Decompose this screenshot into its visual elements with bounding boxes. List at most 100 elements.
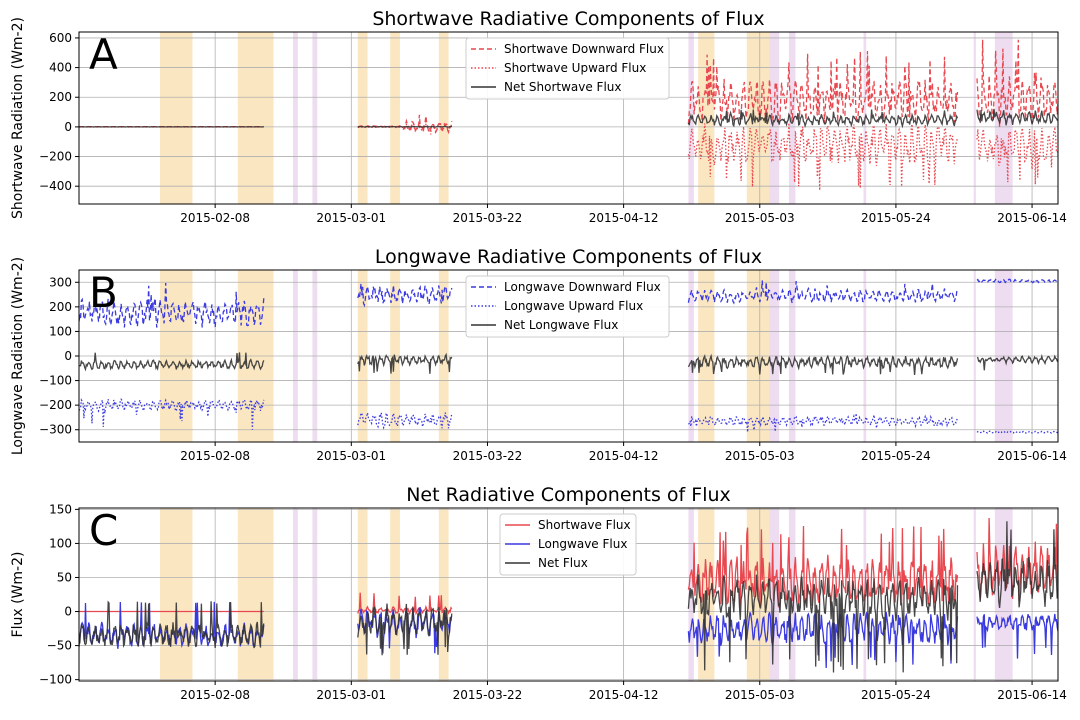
y-axis-label: Shortwave Radiation (Wm-2) bbox=[10, 17, 26, 219]
legend-label: Shortwave Downward Flux bbox=[504, 42, 664, 56]
shaded-period-lavender bbox=[973, 508, 976, 681]
panel-title: Longwave Radiative Components of Flux bbox=[375, 246, 762, 268]
x-tick-label: 2015-04-12 bbox=[589, 211, 659, 225]
legend-box bbox=[465, 275, 670, 338]
series-line-net-shortwave-flux bbox=[976, 108, 1058, 126]
x-tick-label: 2015-05-24 bbox=[861, 688, 931, 702]
shaded-period-tan bbox=[438, 508, 449, 681]
series-line-longwave-upward-flux bbox=[976, 430, 1058, 434]
x-tick-label: 2015-03-01 bbox=[316, 449, 386, 463]
shaded-period-tan bbox=[390, 32, 400, 204]
series-line-longwave-downward-flux bbox=[687, 280, 959, 305]
shaded-period-tan bbox=[160, 508, 193, 681]
y-tick-label: 600 bbox=[49, 31, 72, 45]
series-line-shortwave-upward-flux bbox=[976, 126, 1058, 185]
shaded-period-tan bbox=[237, 32, 274, 204]
legend-label: Net Shortwave Flux bbox=[504, 80, 622, 94]
legend-label: Net Flux bbox=[538, 556, 588, 570]
y-tick-label: 200 bbox=[49, 300, 72, 314]
shaded-period-tan bbox=[438, 32, 449, 204]
shaded-period-lavender bbox=[312, 508, 318, 681]
x-tick-label: 2015-03-01 bbox=[316, 211, 386, 225]
series-line-net-shortwave-flux bbox=[687, 109, 959, 129]
series-line-shortwave-flux bbox=[976, 517, 1058, 602]
shaded-period-lavender bbox=[292, 32, 298, 204]
shaded-period-tan bbox=[357, 32, 368, 204]
panel-letter: A bbox=[89, 30, 118, 79]
shaded-period-lavender bbox=[973, 32, 976, 204]
x-tick-label: 2015-05-03 bbox=[725, 688, 795, 702]
plot-frame bbox=[78, 31, 1059, 205]
y-tick-label: 100 bbox=[49, 324, 72, 338]
shaded-period-tan bbox=[160, 32, 193, 204]
shaded-period-lavender bbox=[994, 508, 1013, 681]
x-tick-label: 2015-04-12 bbox=[589, 688, 659, 702]
legend-label: Shortwave Upward Flux bbox=[504, 61, 646, 75]
x-tick-label: 2015-03-01 bbox=[316, 688, 386, 702]
x-tick-label: 2015-06-14 bbox=[997, 688, 1067, 702]
panel-letter: B bbox=[89, 268, 118, 317]
series-line-net-longwave-flux bbox=[79, 352, 265, 372]
series-line-net-shortwave-flux bbox=[357, 125, 452, 128]
x-tick-label: 2015-06-14 bbox=[997, 449, 1067, 463]
y-tick-label: −50 bbox=[47, 639, 72, 653]
x-tick-label: 2015-02-08 bbox=[180, 211, 250, 225]
x-tick-label: 2015-03-22 bbox=[453, 449, 523, 463]
panel-c: 2015-02-08 2015-03-01 2015-03-22 2015-04-12… bbox=[10, 484, 1067, 702]
panel-letter: C bbox=[89, 506, 118, 555]
y-tick-label: 0 bbox=[64, 349, 72, 363]
series-line-net-flux bbox=[976, 521, 1058, 608]
legend-label: Longwave Flux bbox=[538, 537, 627, 551]
y-tick-label: 150 bbox=[49, 502, 72, 516]
y-tick-label: 200 bbox=[49, 90, 72, 104]
series-line-longwave-upward-flux bbox=[79, 397, 265, 430]
y-tick-label: −400 bbox=[39, 179, 72, 193]
shaded-period-tan bbox=[237, 508, 274, 681]
shaded-period-tan bbox=[357, 508, 368, 681]
series-line-net-longwave-flux bbox=[687, 353, 959, 376]
series-line-longwave-flux bbox=[687, 612, 959, 669]
y-tick-label: −300 bbox=[39, 423, 72, 437]
x-tick-label: 2015-02-08 bbox=[180, 449, 250, 463]
legend-box bbox=[499, 513, 637, 576]
legend: Shortwave Downward Flux Shortwave Upward … bbox=[465, 37, 670, 100]
y-tick-label: −100 bbox=[39, 673, 72, 687]
y-tick-label: −100 bbox=[39, 374, 72, 388]
series-line-net-flux bbox=[357, 603, 453, 656]
series-line-longwave-downward-flux bbox=[976, 278, 1058, 284]
legend-label: Shortwave Flux bbox=[538, 518, 631, 532]
y-axis-label: Longwave Radiation (Wm-2) bbox=[10, 257, 26, 455]
x-tick-label: 2015-02-08 bbox=[180, 688, 250, 702]
legend: Longwave Downward Flux Longwave Upward Fl… bbox=[465, 275, 670, 338]
series-line-longwave-downward-flux bbox=[79, 282, 265, 328]
y-tick-label: 300 bbox=[49, 275, 72, 289]
series-line-longwave-upward-flux bbox=[357, 411, 453, 430]
x-tick-label: 2015-03-22 bbox=[453, 211, 523, 225]
series-line-net-longwave-flux bbox=[357, 352, 453, 374]
series-line-longwave-downward-flux bbox=[357, 283, 453, 308]
y-tick-label: 0 bbox=[64, 120, 72, 134]
series-line-longwave-upward-flux bbox=[688, 413, 959, 433]
series-line-longwave-flux bbox=[976, 613, 1058, 659]
series-line-shortwave-downward-flux bbox=[976, 39, 1058, 127]
panel-title: Net Radiative Components of Flux bbox=[406, 484, 731, 506]
x-tick-label: 2015-05-03 bbox=[725, 449, 795, 463]
x-tick-label: 2015-05-24 bbox=[861, 449, 931, 463]
x-tick-label: 2015-06-14 bbox=[997, 211, 1067, 225]
series-line-net-flux bbox=[687, 574, 959, 673]
y-tick-label: 0 bbox=[64, 605, 72, 619]
legend-box bbox=[465, 37, 670, 100]
panel-title: Shortwave Radiative Components of Flux bbox=[372, 8, 764, 30]
legend: Shortwave Flux Longwave Flux Net Flux bbox=[499, 513, 637, 576]
legend-label: Net Longwave Flux bbox=[504, 318, 618, 332]
x-tick-label: 2015-03-22 bbox=[453, 688, 523, 702]
series-line-shortwave-downward-flux bbox=[687, 50, 959, 125]
y-tick-label: 50 bbox=[57, 570, 72, 584]
y-tick-label: 100 bbox=[49, 536, 72, 550]
panel-a: 2015-02-08 2015-03-01 2015-03-22 2015-04-12… bbox=[10, 8, 1067, 225]
series-line-shortwave-flux bbox=[357, 592, 453, 616]
x-tick-label: 2015-04-12 bbox=[589, 449, 659, 463]
series-line-shortwave-upward-flux bbox=[687, 122, 959, 191]
y-tick-label: 400 bbox=[49, 61, 72, 75]
legend-label: Longwave Upward Flux bbox=[504, 299, 643, 313]
